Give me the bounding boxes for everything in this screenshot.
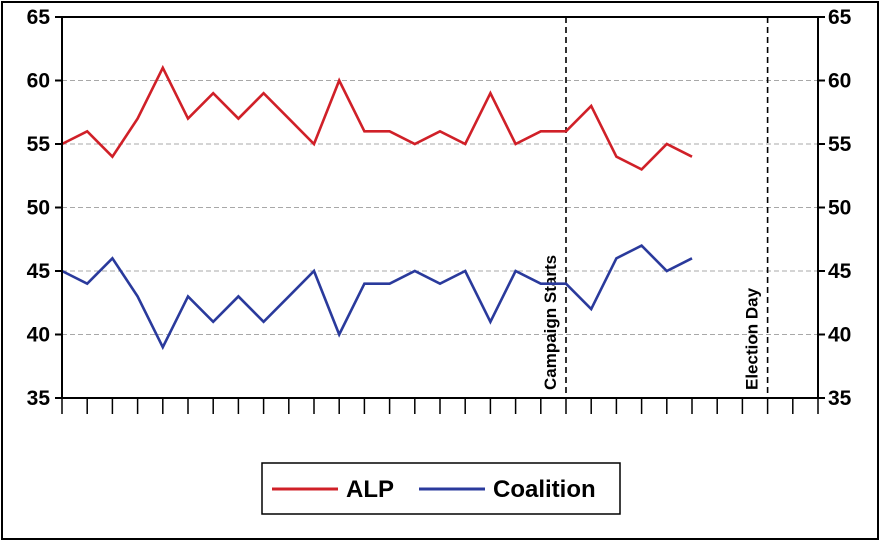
- y-tick-label-right: 45: [828, 260, 852, 283]
- x-ticks: [61, 398, 819, 414]
- annotation-label: Campaign Starts: [541, 255, 560, 390]
- series-line-alp: [61, 64, 693, 171]
- y-tick-label-right: 60: [828, 70, 851, 93]
- y-axis-right: 35 40 45 50 55 60 65: [818, 6, 852, 410]
- legend-label-alp: ALP: [346, 476, 394, 503]
- y-tick-label-left: 60: [27, 70, 50, 93]
- annotation-lines: Campaign Starts Election Day: [541, 17, 769, 398]
- plot-area-frame: [61, 16, 819, 399]
- series-line-coalition: [61, 244, 693, 351]
- gridlines: [62, 80, 818, 335]
- legend-label-coalition: Coalition: [493, 476, 596, 503]
- y-tick-label-left: 55: [27, 133, 51, 156]
- legend: ALP Coalition: [261, 462, 621, 515]
- series-lines: [61, 64, 693, 351]
- annotation-label: Election Day: [743, 287, 762, 390]
- y-tick-label-left: 40: [27, 324, 50, 347]
- y-tick-label-right: 40: [828, 324, 851, 347]
- y-tick-label-right: 50: [828, 197, 851, 220]
- y-tick-label-left: 45: [27, 260, 51, 283]
- y-tick-label-left: 50: [27, 197, 50, 220]
- y-tick-label-right: 65: [828, 6, 852, 29]
- y-tick-label-left: 35: [27, 387, 51, 410]
- y-tick-label-right: 35: [828, 387, 852, 410]
- y-tick-label-right: 55: [828, 133, 852, 156]
- y-axis-left: 35 40 45 50 55 60 65: [27, 6, 62, 410]
- y-tick-label-left: 65: [27, 6, 51, 29]
